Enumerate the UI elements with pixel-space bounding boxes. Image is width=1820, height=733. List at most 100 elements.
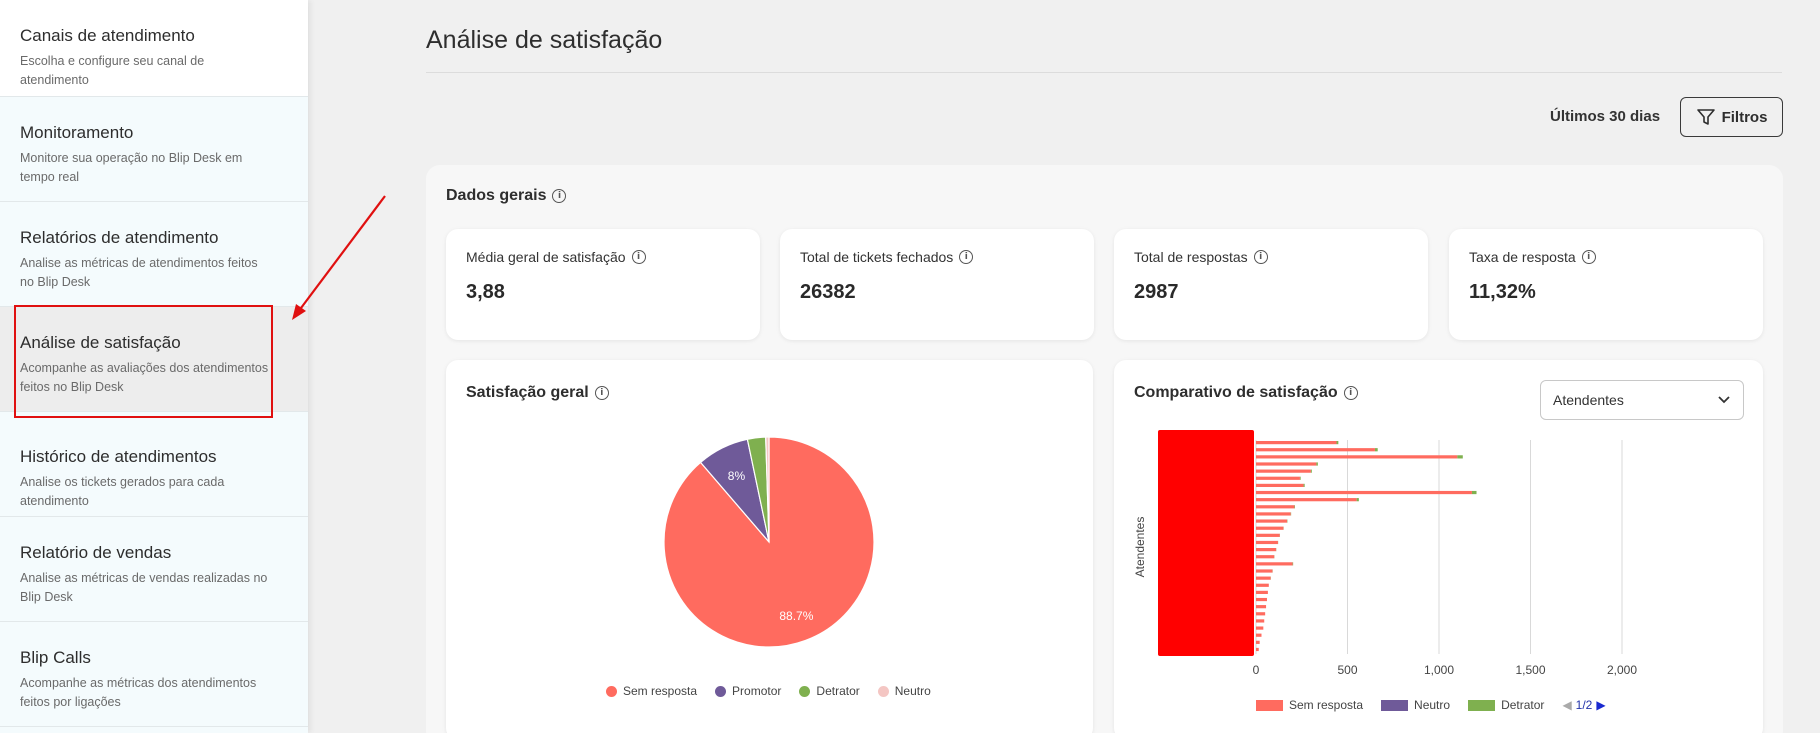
bar-segment[interactable] — [1256, 498, 1357, 502]
bar-segment[interactable] — [1256, 562, 1293, 566]
x-tick-label: 1,500 — [1515, 663, 1545, 677]
bar-segment[interactable] — [1294, 505, 1295, 509]
bar-segment[interactable] — [1256, 569, 1273, 573]
info-icon[interactable]: i — [959, 250, 974, 264]
kpi-value: 11,32% — [1469, 281, 1536, 303]
legend-item[interactable]: Neutro — [877, 684, 931, 698]
bar-segment[interactable] — [1256, 441, 1337, 445]
filter-icon — [1696, 109, 1715, 125]
x-tick-label: 2,000 — [1607, 663, 1637, 677]
page-title: Análise de satisfação — [426, 26, 663, 54]
sidebar-item-monitoramento[interactable]: Monitoramento Monitore sua operação no B… — [0, 97, 308, 202]
bar-segment[interactable] — [1256, 448, 1375, 452]
comparison-bar-chart: 0 500 1,000 1,500 2,000 Atendentes — [1133, 430, 1637, 677]
pie-data-label: 88.7% — [779, 609, 813, 623]
legend-pager: ◀ 1/2 ▶ — [1562, 698, 1605, 712]
pager-prev-icon[interactable]: ◀ — [1562, 698, 1572, 712]
legend-item[interactable]: Detrator — [799, 684, 860, 698]
comparison-title: Comparativo de satisfação i — [1134, 384, 1358, 402]
bar-segment[interactable] — [1256, 519, 1288, 523]
legend-swatch — [1256, 699, 1283, 711]
bar-segment[interactable] — [1256, 505, 1295, 509]
kpi-value: 26382 — [800, 281, 856, 303]
sidebar-item-title: Análise de satisfação — [20, 333, 181, 352]
bar-segment[interactable] — [1256, 490, 1472, 495]
bar-segment[interactable] — [1299, 476, 1301, 480]
bar-segment[interactable] — [1292, 562, 1294, 566]
info-icon[interactable]: i — [1343, 386, 1358, 400]
bar-segment[interactable] — [1356, 498, 1359, 502]
bar-segment[interactable] — [1256, 526, 1284, 530]
bar-segment[interactable] — [1256, 590, 1268, 595]
bar-segment[interactable] — [1256, 640, 1260, 644]
info-icon[interactable]: i — [1253, 250, 1268, 264]
bar-segment[interactable] — [1256, 462, 1317, 466]
bar-segment[interactable] — [1256, 476, 1300, 480]
kpi-card-taxa: Taxa de resposta i 11,32% — [1449, 229, 1763, 340]
bar-segment[interactable] — [1457, 455, 1463, 459]
info-icon[interactable]: i — [1581, 250, 1596, 264]
bar-segment[interactable] — [1256, 605, 1267, 609]
bar-segment[interactable] — [1256, 612, 1266, 616]
bar-segment[interactable] — [1256, 540, 1278, 545]
legend-item[interactable]: Neutro — [1381, 698, 1450, 712]
bar-segment[interactable] — [1256, 597, 1267, 602]
kpi-label: Taxa de resposta — [1469, 249, 1576, 265]
bar-segment[interactable] — [1256, 555, 1275, 559]
bar-segment[interactable] — [1256, 576, 1271, 580]
sidebar-item-desc: Acompanhe as avaliações dos atendimentos… — [20, 361, 269, 394]
pager-next-icon[interactable]: ▶ — [1596, 698, 1606, 712]
bar-segment[interactable] — [1256, 483, 1304, 488]
legend-swatch — [715, 685, 727, 697]
kpi-label: Média geral de satisfação — [466, 249, 626, 265]
sidebar-item-analise-satisfacao[interactable]: Análise de satisfação Acompanhe as avali… — [0, 307, 308, 412]
general-data-title-text: Dados gerais — [446, 187, 547, 204]
comparison-select[interactable]: Atendentes — [1540, 380, 1744, 420]
bar-segment[interactable] — [1256, 548, 1277, 552]
filters-button-label: Filtros — [1721, 108, 1768, 126]
sidebar-item-title: Relatório de vendas — [20, 543, 172, 562]
bar-segment[interactable] — [1256, 583, 1269, 587]
bar-segment[interactable] — [1336, 441, 1339, 445]
satisfaction-legend: Sem resposta Promotor Detrator Neutro — [606, 684, 931, 698]
legend-item[interactable]: Sem resposta — [606, 684, 697, 698]
bar-segment[interactable] — [1256, 619, 1265, 623]
legend-swatch — [1468, 699, 1496, 711]
pager-label: 1/2 — [1575, 698, 1593, 712]
pie-data-label: 8% — [728, 469, 746, 483]
satisfaction-pie-chart: 88.7% 8% — [663, 436, 875, 648]
sidebar-item-historico[interactable]: Histórico de atendimentos Analise os tic… — [0, 412, 308, 517]
legend-item[interactable]: Promotor — [715, 684, 781, 698]
sidebar-item-blip-calls[interactable]: Blip Calls Acompanhe as métricas dos ate… — [0, 622, 308, 727]
bar-segment[interactable] — [1256, 533, 1280, 537]
chevron-down-icon — [1718, 396, 1730, 404]
sidebar-item-title: Monitoramento — [20, 123, 134, 142]
sidebar-item-relatorios[interactable]: Relatórios de atendimento Analise as mét… — [0, 202, 308, 307]
legend-item[interactable]: Detrator — [1468, 698, 1544, 712]
info-icon[interactable]: i — [631, 250, 646, 264]
bar-segment[interactable] — [1256, 626, 1264, 630]
bar-segment[interactable] — [1256, 647, 1259, 652]
sidebar-item-canais[interactable]: Canais de atendimento Escolha e configur… — [0, 0, 308, 97]
bar-segment[interactable] — [1471, 490, 1477, 495]
legend-item[interactable]: Sem resposta — [1256, 698, 1363, 712]
bar-segment[interactable] — [1256, 512, 1291, 516]
bar-segment[interactable] — [1256, 469, 1311, 473]
sidebar-item-desc: Acompanhe as métricas dos atendimentos f… — [20, 676, 257, 709]
kpi-card-media: Média geral de satisfação i 3,88 — [446, 229, 760, 340]
comparison-card: Comparativo de satisfação i Atendentes 0… — [1114, 360, 1763, 733]
kpi-value: 2987 — [1134, 281, 1179, 303]
sidebar: Canais de atendimento Escolha e configur… — [0, 0, 308, 733]
legend-label: Neutro — [894, 684, 931, 698]
sidebar-item-vendas[interactable]: Relatório de vendas Analise as métricas … — [0, 517, 308, 622]
info-icon[interactable]: i — [552, 189, 567, 203]
info-icon[interactable]: i — [594, 386, 609, 400]
bar-segment[interactable] — [1256, 455, 1458, 459]
pie-slice[interactable] — [765, 436, 770, 543]
bar-segment[interactable] — [1303, 483, 1305, 488]
filters-button[interactable]: Filtros — [1680, 97, 1783, 137]
bar-segment[interactable] — [1316, 462, 1318, 466]
bar-segment[interactable] — [1310, 469, 1312, 473]
bar-segment[interactable] — [1256, 633, 1262, 637]
bar-segment[interactable] — [1374, 448, 1378, 452]
